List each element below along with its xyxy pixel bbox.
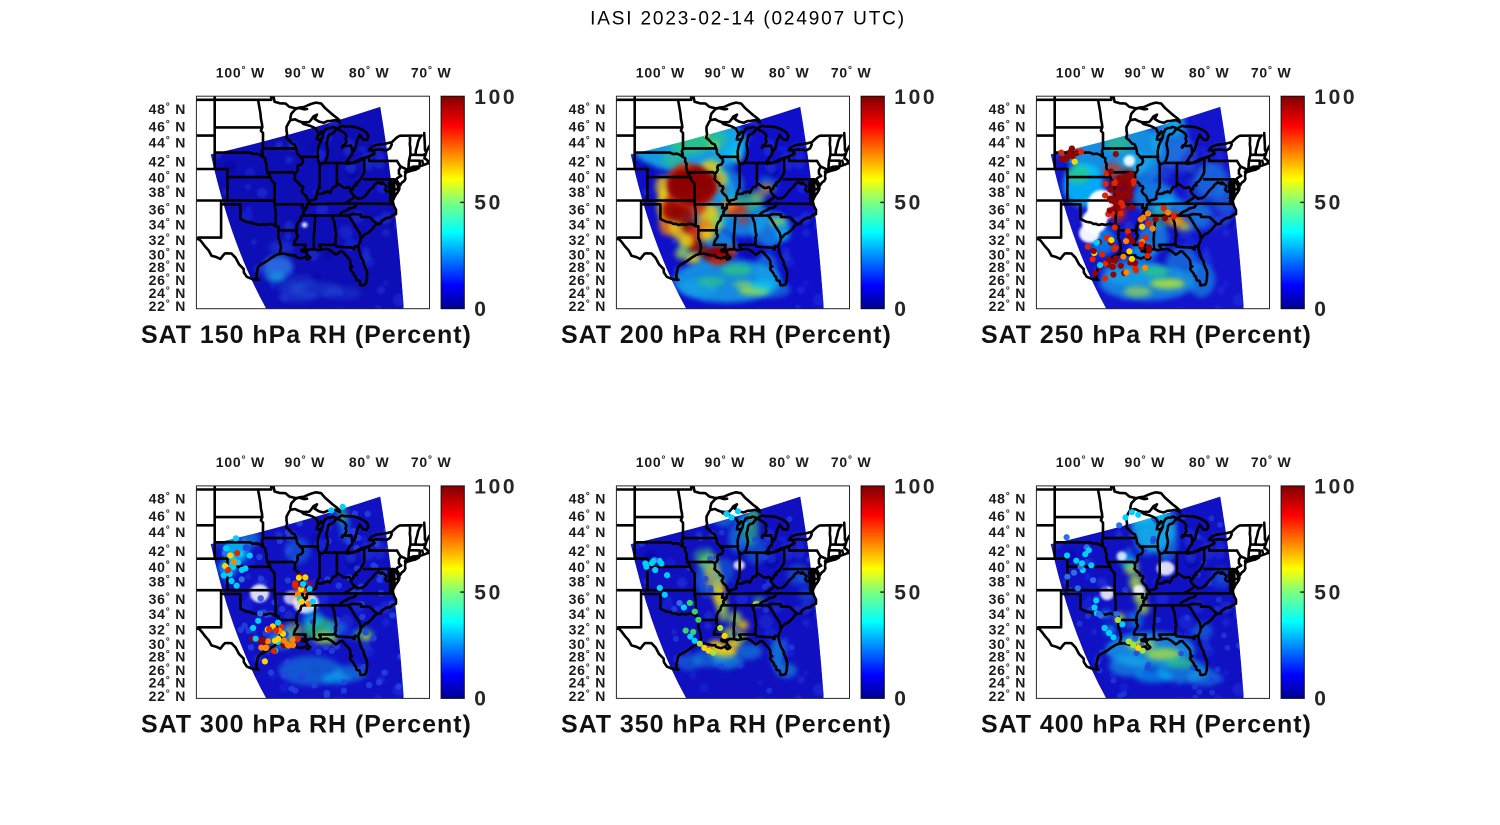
svg-text:0: 0 [1314, 688, 1328, 711]
svg-text:IASI 2023-02-14 (024907 UTC): IASI 2023-02-14 (024907 UTC) [590, 9, 906, 30]
svg-text:SAT 150 hPa RH (Percent): SAT 150 hPa RH (Percent) [141, 321, 472, 349]
svg-text:50: 50 [1314, 581, 1343, 604]
svg-text:0: 0 [894, 298, 908, 321]
svg-text:SAT 200 hPa RH (Percent): SAT 200 hPa RH (Percent) [561, 321, 892, 349]
svg-text:50: 50 [894, 581, 923, 604]
svg-text:SAT 350 hPa RH (Percent): SAT 350 hPa RH (Percent) [561, 711, 892, 739]
svg-text:50: 50 [894, 192, 923, 215]
svg-text:50: 50 [1314, 192, 1343, 215]
svg-text:100: 100 [894, 476, 937, 499]
svg-text:100: 100 [1314, 86, 1357, 109]
svg-text:100: 100 [474, 86, 517, 109]
svg-text:50: 50 [474, 581, 503, 604]
svg-text:100: 100 [1314, 476, 1357, 499]
svg-text:0: 0 [474, 298, 488, 321]
svg-text:100: 100 [894, 86, 937, 109]
svg-text:SAT 250 hPa RH (Percent): SAT 250 hPa RH (Percent) [981, 321, 1312, 349]
svg-text:0: 0 [1314, 298, 1328, 321]
svg-text:100: 100 [474, 476, 517, 499]
svg-text:SAT 400 hPa RH (Percent): SAT 400 hPa RH (Percent) [981, 711, 1312, 739]
svg-text:0: 0 [894, 688, 908, 711]
svg-text:0: 0 [474, 688, 488, 711]
svg-text:50: 50 [474, 192, 503, 215]
svg-text:SAT 300 hPa RH (Percent): SAT 300 hPa RH (Percent) [141, 711, 472, 739]
